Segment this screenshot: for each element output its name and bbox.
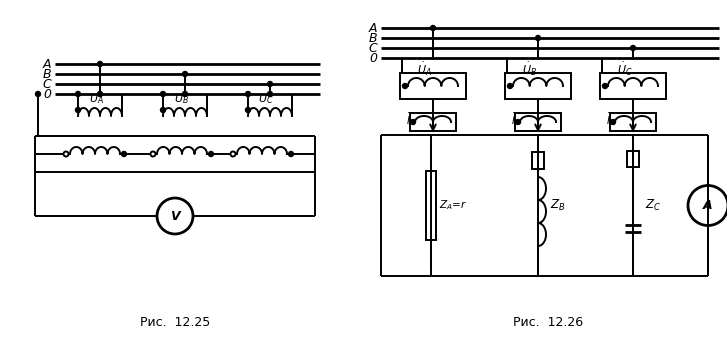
Circle shape bbox=[182, 72, 188, 76]
Bar bbox=[400, 73, 466, 99]
Text: $\dot{U}_B$: $\dot{U}_B$ bbox=[523, 61, 537, 78]
Text: B: B bbox=[42, 67, 51, 80]
Circle shape bbox=[97, 62, 103, 66]
Circle shape bbox=[182, 92, 188, 97]
Circle shape bbox=[76, 92, 81, 97]
Text: C: C bbox=[369, 42, 377, 54]
Circle shape bbox=[246, 108, 251, 112]
Bar bbox=[610, 113, 656, 131]
Text: 0: 0 bbox=[43, 87, 51, 100]
Circle shape bbox=[411, 119, 416, 125]
Bar bbox=[410, 113, 456, 131]
Bar bbox=[627, 151, 639, 167]
Text: Рис.  12.26: Рис. 12.26 bbox=[513, 315, 583, 329]
Text: $U_C$: $U_C$ bbox=[258, 92, 274, 106]
Text: $\dot{U}_A$: $\dot{U}_A$ bbox=[417, 61, 433, 78]
Text: $Z_A\!=\!r$: $Z_A\!=\!r$ bbox=[439, 198, 467, 212]
Circle shape bbox=[507, 84, 513, 88]
Text: $Z_C$: $Z_C$ bbox=[645, 198, 661, 213]
Text: $U_B$: $U_B$ bbox=[174, 92, 188, 106]
Circle shape bbox=[536, 35, 540, 41]
Circle shape bbox=[161, 92, 166, 97]
Text: A: A bbox=[42, 57, 51, 71]
Bar bbox=[532, 151, 544, 169]
Bar bbox=[600, 73, 666, 99]
Circle shape bbox=[268, 92, 273, 97]
Bar bbox=[426, 171, 436, 240]
Text: $\dot{I}_B$: $\dot{I}_B$ bbox=[511, 111, 521, 128]
Circle shape bbox=[36, 92, 41, 97]
Circle shape bbox=[161, 108, 166, 112]
Text: $\dot{I}_A$: $\dot{I}_A$ bbox=[406, 111, 416, 128]
Bar bbox=[515, 113, 561, 131]
Circle shape bbox=[430, 25, 435, 31]
Text: $\dot{U}_C$: $\dot{U}_C$ bbox=[617, 61, 632, 78]
Circle shape bbox=[611, 119, 616, 125]
Circle shape bbox=[76, 108, 81, 112]
Text: Рис.  12.25: Рис. 12.25 bbox=[140, 315, 210, 329]
Circle shape bbox=[403, 84, 408, 88]
Circle shape bbox=[97, 92, 103, 97]
Circle shape bbox=[268, 82, 273, 86]
Circle shape bbox=[630, 45, 635, 51]
Circle shape bbox=[246, 92, 251, 97]
Text: 0: 0 bbox=[369, 52, 377, 65]
Text: V: V bbox=[170, 209, 180, 223]
Circle shape bbox=[209, 151, 214, 157]
Circle shape bbox=[121, 151, 126, 157]
Bar bbox=[505, 73, 571, 99]
Text: $\dot{I}_C$: $\dot{I}_C$ bbox=[606, 111, 616, 128]
Text: A: A bbox=[369, 22, 377, 34]
Text: B: B bbox=[369, 32, 377, 44]
Circle shape bbox=[603, 84, 608, 88]
Text: $Z_B$: $Z_B$ bbox=[550, 198, 566, 213]
Circle shape bbox=[289, 151, 294, 157]
Circle shape bbox=[515, 119, 521, 125]
Text: A: A bbox=[703, 199, 712, 212]
Text: $U_A$: $U_A$ bbox=[89, 92, 103, 106]
Text: C: C bbox=[42, 77, 51, 90]
